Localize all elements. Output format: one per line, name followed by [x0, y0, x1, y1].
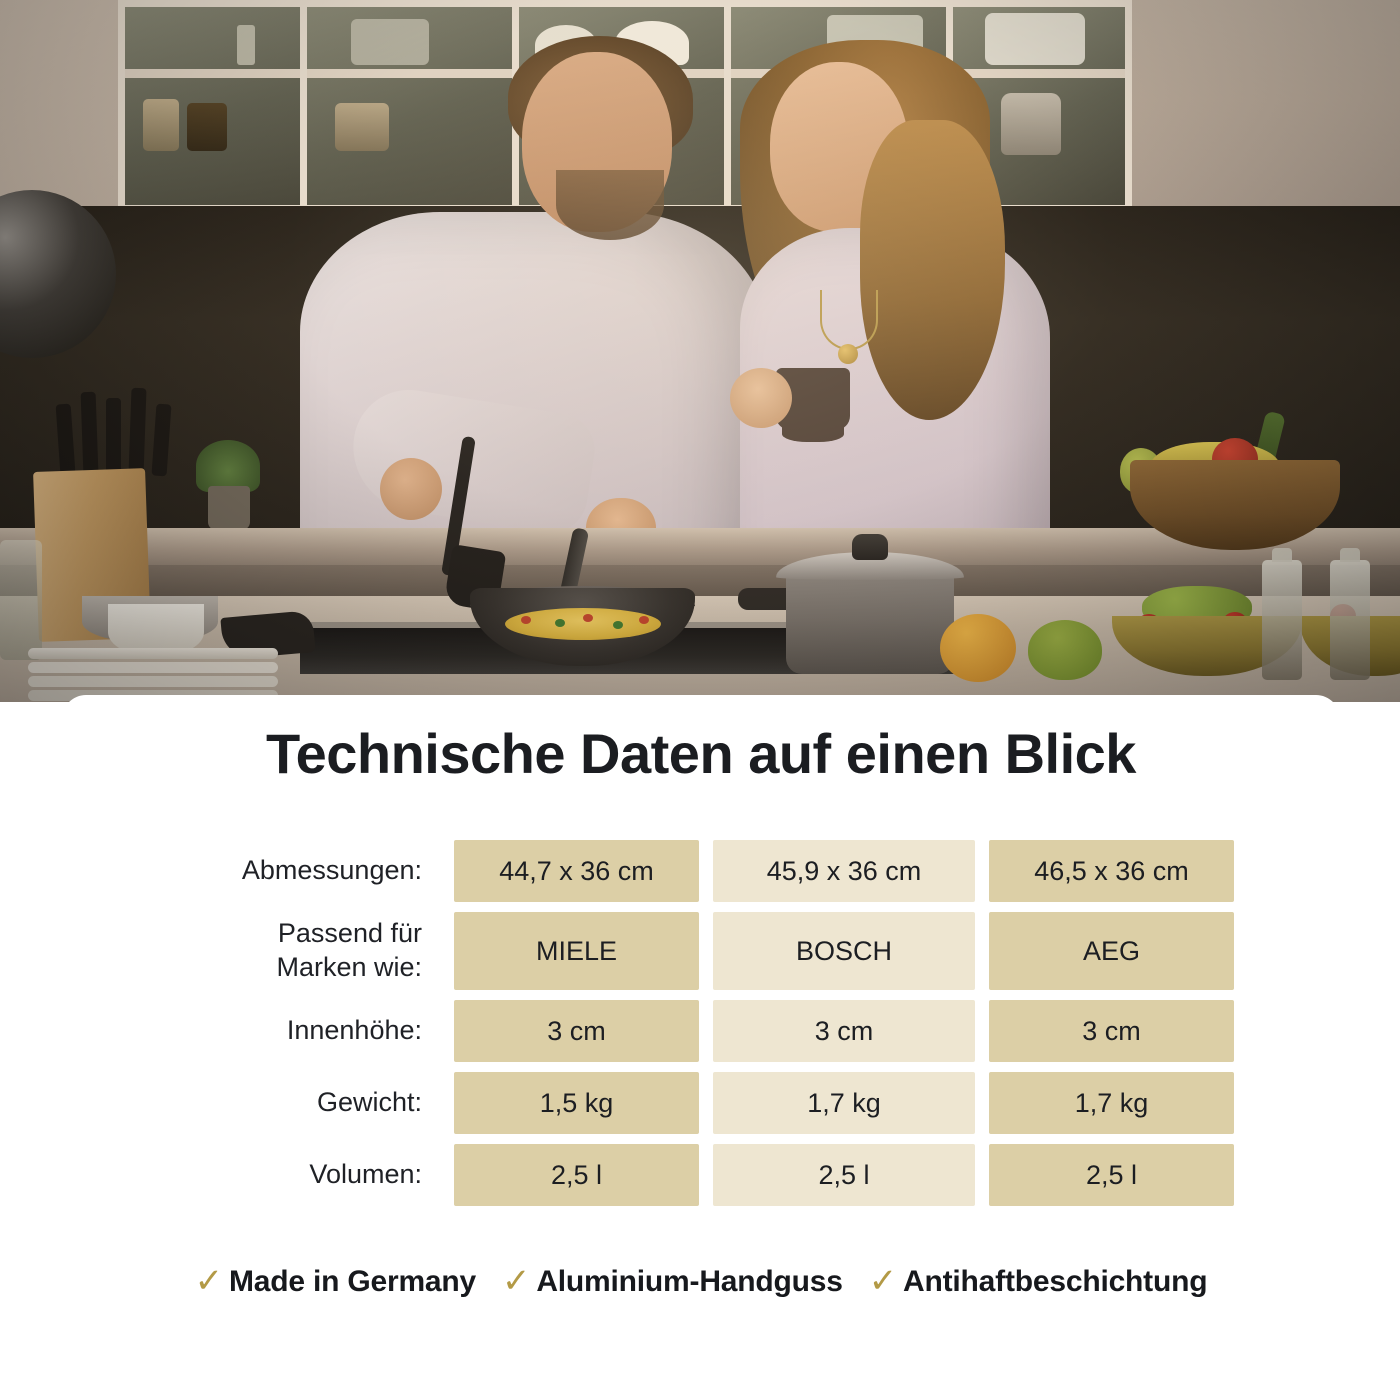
table-cell: 1,7 kg — [989, 1072, 1234, 1134]
table-cell: 45,9 x 36 cm — [713, 840, 975, 902]
man-beard — [556, 170, 664, 240]
table-cell: 2,5 l — [713, 1144, 975, 1206]
table-row: Abmessungen: 44,7 x 36 cm 45,9 x 36 cm 4… — [192, 840, 1234, 902]
jar-icon — [335, 103, 389, 151]
table-cell: 44,7 x 36 cm — [454, 840, 699, 902]
table-cell: 1,7 kg — [713, 1072, 975, 1134]
omelette — [505, 608, 661, 640]
hero-kitchen-photo — [0, 0, 1400, 702]
man-hand-left — [380, 458, 442, 520]
table-cell: MIELE — [454, 912, 699, 990]
plate-stack — [28, 648, 278, 659]
pendant-icon — [838, 344, 858, 364]
cabinet-center-left — [300, 0, 530, 212]
table-row: Innenhöhe: 3 cm 3 cm 3 cm — [192, 1000, 1234, 1062]
glass-icon — [237, 25, 255, 65]
table-row: Gewicht: 1,5 kg 1,7 kg 1,7 kg — [192, 1072, 1234, 1134]
salt-grinder — [1262, 548, 1302, 680]
cabinet-shelf — [125, 69, 311, 78]
feature-item: ✓ Made in Germany — [194, 1262, 477, 1300]
pot-knob — [852, 534, 888, 560]
necklace-icon — [820, 290, 878, 350]
cabinet-shelf — [953, 69, 1125, 78]
feature-label: Antihaftbeschichtung — [903, 1265, 1208, 1298]
feature-item: ✓ Aluminium-Handguss — [502, 1262, 843, 1300]
woman-hair-strands — [860, 120, 1005, 420]
woman-hands — [730, 368, 792, 428]
glass-jar — [0, 540, 42, 660]
cabinet-shelf — [307, 69, 523, 78]
plant-icon — [196, 440, 260, 492]
row-label: Volumen: — [309, 1159, 422, 1190]
table-cell: 46,5 x 36 cm — [989, 840, 1234, 902]
glassware-icon — [351, 19, 429, 65]
check-icon: ✓ — [868, 1262, 898, 1300]
spec-card: Technische Daten auf einen Blick Abmessu… — [62, 695, 1340, 1335]
knife-icon — [106, 398, 121, 474]
row-label: Passend für Marken wie: — [276, 918, 422, 982]
table-cell: 3 cm — [454, 1000, 699, 1062]
cooking-pot — [786, 566, 954, 674]
check-icon: ✓ — [194, 1262, 223, 1300]
jar-icon — [187, 103, 227, 151]
table-cell: 2,5 l — [989, 1144, 1234, 1206]
feature-list: ✓ Made in Germany ✓ Aluminium-Handguss ✓… — [62, 1262, 1340, 1300]
table-cell: 1,5 kg — [454, 1072, 699, 1134]
pitcher-icon — [1001, 93, 1061, 155]
table-row: Passend für Marken wie: MIELE BOSCH AEG — [192, 912, 1234, 990]
cabinet-left — [118, 0, 318, 212]
check-icon: ✓ — [502, 1262, 531, 1300]
orange-icon — [940, 614, 1016, 682]
jar-icon — [143, 99, 179, 151]
white-bowl — [108, 604, 204, 656]
plant-pot — [208, 486, 250, 530]
knife-icon — [128, 387, 147, 477]
table-cell: 3 cm — [713, 1000, 975, 1062]
knife-icon — [80, 391, 99, 475]
dish-rack-icon — [985, 13, 1085, 65]
table-cell: AEG — [989, 912, 1234, 990]
feature-item: ✓ Antihaftbeschichtung — [868, 1262, 1208, 1300]
row-label: Abmessungen: — [241, 855, 422, 886]
pot-handle — [738, 588, 800, 610]
page-title: Technische Daten auf einen Blick — [266, 722, 1136, 785]
feature-label: Aluminium-Handguss — [536, 1265, 843, 1298]
table-cell: 2,5 l — [454, 1144, 699, 1206]
row-label: Gewicht: — [316, 1087, 422, 1118]
row-label: Innenhöhe: — [286, 1015, 422, 1046]
feature-label: Made in Germany — [228, 1265, 477, 1298]
table-cell: 3 cm — [989, 1000, 1234, 1062]
mango-icon — [1028, 620, 1102, 680]
table-row: Volumen: 2,5 l 2,5 l 2,5 l — [192, 1144, 1234, 1206]
table-cell: BOSCH — [713, 912, 975, 990]
pepper-grinder — [1330, 548, 1370, 680]
spec-table: Abmessungen: 44,7 x 36 cm 45,9 x 36 cm 4… — [192, 840, 1234, 1216]
